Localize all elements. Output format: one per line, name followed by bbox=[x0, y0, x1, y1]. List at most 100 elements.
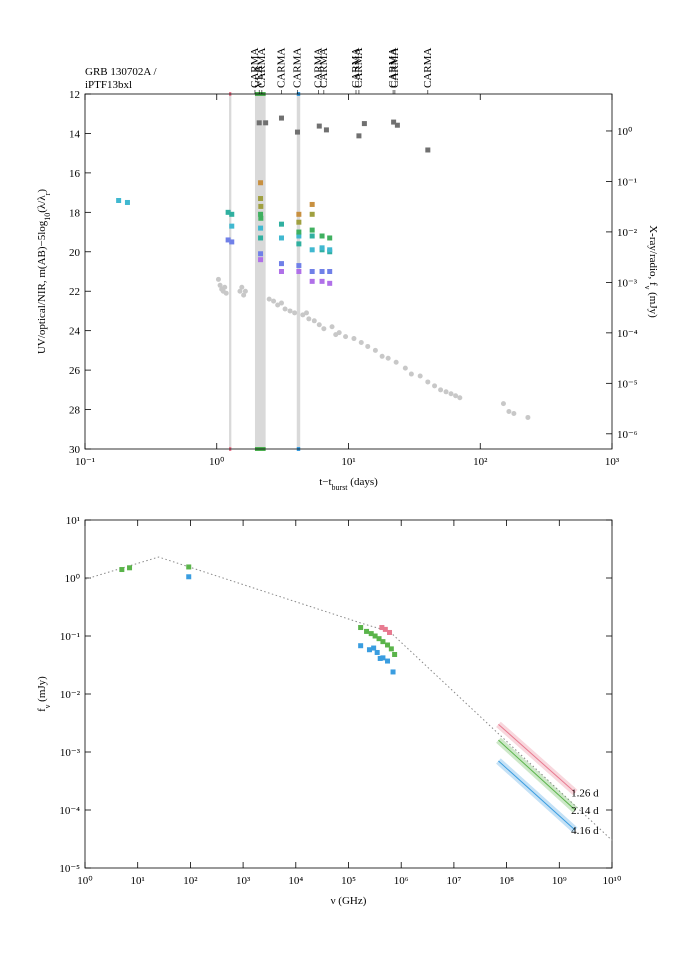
data-point bbox=[368, 631, 374, 637]
data-point bbox=[393, 359, 399, 365]
data-point bbox=[225, 237, 231, 243]
data-point bbox=[278, 269, 284, 274]
data-point bbox=[319, 233, 325, 239]
data-point bbox=[329, 324, 335, 330]
y-tick-label: 30 bbox=[69, 444, 81, 456]
data-point bbox=[309, 211, 315, 217]
data-point bbox=[358, 625, 364, 631]
data-point bbox=[296, 263, 302, 269]
annotation: CARMA bbox=[422, 48, 434, 88]
y2-axis-label-part: X-ray/radio, f bbox=[647, 225, 659, 286]
data-point bbox=[271, 298, 277, 304]
y-tick-label: 10⁻¹ bbox=[60, 631, 80, 643]
data-point bbox=[258, 235, 264, 241]
data-point bbox=[258, 196, 264, 202]
data-point bbox=[124, 199, 130, 205]
x-tick-label: 10⁰ bbox=[77, 875, 93, 887]
data-point bbox=[358, 643, 364, 649]
y-axis-label-part: 10 bbox=[43, 213, 52, 221]
y-tick-label: 18 bbox=[69, 207, 81, 219]
data-point bbox=[258, 225, 264, 231]
data-point bbox=[425, 147, 431, 153]
y-axis-label-part: r bbox=[43, 192, 52, 195]
data-point bbox=[327, 235, 333, 241]
data-point bbox=[387, 629, 393, 635]
data-point bbox=[278, 261, 284, 267]
data-point bbox=[311, 318, 317, 324]
data-point bbox=[217, 282, 223, 288]
data-point bbox=[385, 658, 391, 664]
data-point bbox=[394, 122, 400, 128]
x-tick-label: 10⁸ bbox=[499, 875, 514, 887]
data-point bbox=[319, 245, 325, 251]
data-point bbox=[258, 180, 264, 186]
data-point bbox=[186, 574, 192, 580]
data-point bbox=[258, 257, 264, 263]
data-point bbox=[358, 340, 364, 345]
series-label: 2.14 d bbox=[571, 805, 599, 817]
data-point bbox=[372, 633, 378, 639]
data-point bbox=[225, 209, 231, 215]
data-point bbox=[321, 326, 327, 332]
data-point bbox=[343, 334, 349, 340]
y2-axis-label-part: (mJy) bbox=[647, 289, 659, 318]
data-point bbox=[215, 276, 221, 282]
data-point bbox=[223, 290, 229, 296]
x-tick-label: 10³ bbox=[236, 875, 251, 887]
y-axis-label: UV/optical/NIR, m(AB)−5log10(λ/λr) bbox=[36, 189, 52, 354]
data-point bbox=[296, 269, 302, 274]
data-point bbox=[309, 247, 315, 253]
data-point bbox=[351, 336, 357, 342]
x-tick-label: 10⁻¹ bbox=[75, 456, 95, 468]
data-point bbox=[275, 302, 281, 308]
data-point bbox=[417, 373, 423, 379]
y-axis-label-part: (λ/λ bbox=[36, 195, 48, 213]
y-tick-label: 10¹ bbox=[66, 515, 80, 527]
data-point bbox=[309, 278, 315, 284]
data-point bbox=[258, 211, 264, 217]
model-line bbox=[84, 556, 613, 841]
x-tick-label: 10¹ bbox=[341, 456, 355, 468]
data-point bbox=[296, 219, 302, 225]
y-tick-label: 12 bbox=[69, 89, 80, 101]
x-axis-label-part: burst bbox=[332, 483, 349, 492]
data-point bbox=[425, 379, 431, 385]
y2-tick-label: 10⁻⁶ bbox=[617, 429, 638, 441]
y-tick-label: 10⁻³ bbox=[60, 747, 81, 759]
data-point bbox=[278, 115, 284, 121]
data-point bbox=[309, 269, 315, 274]
data-point bbox=[365, 343, 371, 349]
x-tick-label: 10⁹ bbox=[552, 875, 567, 887]
y-axis-label-part: (mJy) bbox=[36, 676, 48, 705]
chart-title: GRB 130702A / bbox=[85, 66, 157, 78]
data-point bbox=[316, 123, 322, 129]
data-point bbox=[242, 288, 248, 294]
x-tick-label: 10⁶ bbox=[394, 875, 409, 887]
data-point bbox=[119, 567, 125, 573]
y-tick-label: 24 bbox=[69, 326, 81, 338]
data-point bbox=[374, 649, 380, 655]
data-point bbox=[296, 233, 302, 239]
data-point bbox=[300, 312, 306, 318]
data-point bbox=[364, 628, 370, 634]
x-tick-label: 10¹⁰ bbox=[603, 875, 622, 887]
y2-tick-label: 10⁻⁵ bbox=[617, 378, 638, 390]
data-point bbox=[382, 626, 388, 632]
data-point bbox=[457, 395, 463, 401]
data-point bbox=[287, 308, 293, 314]
data-point bbox=[402, 365, 408, 371]
annotation: CARMA bbox=[291, 48, 303, 88]
data-point bbox=[371, 645, 377, 651]
annotation: CARMA bbox=[353, 48, 365, 88]
data-point bbox=[239, 284, 245, 290]
annotation: CARMA bbox=[350, 48, 362, 88]
data-point bbox=[316, 322, 322, 328]
data-point bbox=[506, 409, 512, 415]
data-point bbox=[392, 651, 398, 657]
data-point bbox=[372, 347, 378, 353]
data-point bbox=[258, 251, 264, 257]
xray-spectrum bbox=[498, 723, 576, 793]
data-point bbox=[258, 215, 264, 221]
y-tick-label: 10⁻⁵ bbox=[59, 863, 80, 875]
y2-tick-label: 10⁻⁴ bbox=[617, 328, 638, 340]
